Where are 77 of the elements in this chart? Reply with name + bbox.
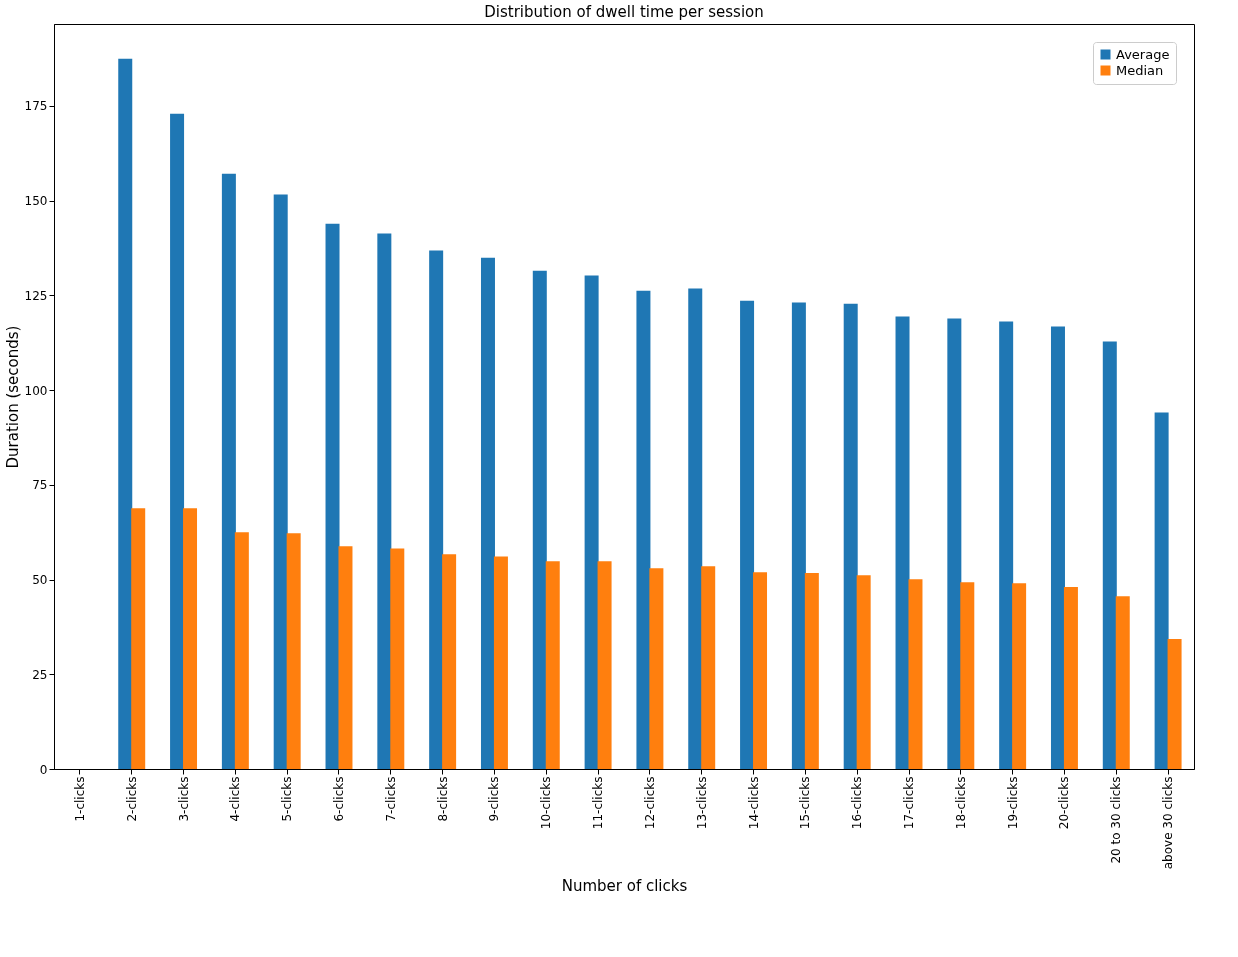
bar	[221, 173, 236, 769]
x-tick-label: 8-clicks	[435, 776, 450, 822]
bar	[908, 579, 923, 769]
legend-label: Median	[1116, 62, 1164, 78]
chart-title: Distribution of dwell time per session	[484, 3, 764, 21]
x-tick-label: 3-clicks	[176, 776, 191, 822]
x-tick-label: 6-clicks	[332, 776, 346, 822]
x-tick-label: 7-clicks	[383, 776, 398, 822]
bar	[325, 223, 340, 769]
bar	[1012, 583, 1027, 769]
bar	[895, 316, 910, 769]
bar	[740, 300, 755, 769]
legend-label: Average	[1116, 46, 1170, 62]
x-tick-label: 18-clicks	[953, 776, 968, 830]
x-tick-label: 12-clicks	[642, 776, 657, 830]
bar	[442, 554, 457, 769]
bar	[856, 575, 871, 769]
bar	[843, 303, 858, 769]
x-tick-label: 5-clicks	[280, 776, 295, 822]
y-tick-label: 175	[24, 99, 48, 114]
x-tick-label: 11-clicks	[591, 776, 606, 830]
bar	[1154, 412, 1169, 769]
bar	[493, 556, 508, 769]
bar	[170, 113, 185, 769]
y-tick-label: 0	[39, 762, 48, 777]
bar	[234, 532, 249, 769]
bar	[338, 546, 353, 769]
x-tick-label: 15-clicks	[798, 776, 813, 830]
bar	[183, 508, 198, 769]
x-tick-label: 13-clicks	[694, 776, 709, 830]
y-tick-label: 50	[32, 573, 48, 588]
x-tick-label: 20 to 30 clicks	[1109, 776, 1124, 864]
y-tick-label: 125	[24, 288, 48, 303]
bar	[701, 566, 716, 769]
x-tick-label: 16-clicks	[850, 776, 865, 830]
y-axis-title: Duration (seconds)	[3, 325, 22, 469]
y-tick-label: 25	[32, 667, 48, 682]
bar	[390, 548, 405, 769]
bar	[480, 257, 495, 769]
bar	[1167, 639, 1182, 769]
x-tick-label: 4-clicks	[228, 776, 243, 822]
x-tick-label: 14-clicks	[746, 776, 761, 830]
x-tick-label: 2-clicks	[124, 776, 139, 822]
bar	[804, 573, 819, 769]
bar	[960, 582, 975, 769]
x-tick-label: 10-clicks	[539, 776, 554, 830]
x-tick-label: above 30 clicks	[1161, 776, 1176, 870]
bar	[131, 508, 146, 769]
bar	[636, 290, 651, 769]
x-tick-label: 19-clicks	[1005, 776, 1020, 830]
x-tick-label: 9-clicks	[487, 776, 502, 822]
bar	[377, 233, 392, 769]
bar	[286, 533, 301, 769]
y-tick-label: 100	[24, 383, 48, 398]
bar	[1050, 326, 1065, 769]
bar	[753, 572, 768, 769]
x-tick-label: 1-clicks	[72, 776, 87, 822]
bar	[999, 321, 1014, 769]
y-tick-label: 150	[24, 194, 48, 209]
bar	[1115, 596, 1130, 769]
bar	[545, 561, 560, 769]
bar	[649, 568, 664, 769]
bar	[597, 561, 612, 769]
y-tick-label: 75	[32, 478, 48, 493]
x-axis-title: Number of clicks	[561, 877, 688, 896]
bar	[118, 58, 133, 769]
bar	[429, 250, 444, 769]
bar	[947, 318, 962, 769]
bar	[584, 275, 599, 769]
bar	[1102, 341, 1117, 769]
bar	[532, 270, 547, 769]
bar	[791, 302, 806, 769]
x-tick-label: 17-clicks	[902, 776, 916, 830]
bar	[273, 194, 288, 769]
x-tick-label: 20-clicks	[1057, 776, 1072, 830]
bar	[1063, 587, 1078, 769]
bar	[688, 288, 703, 769]
